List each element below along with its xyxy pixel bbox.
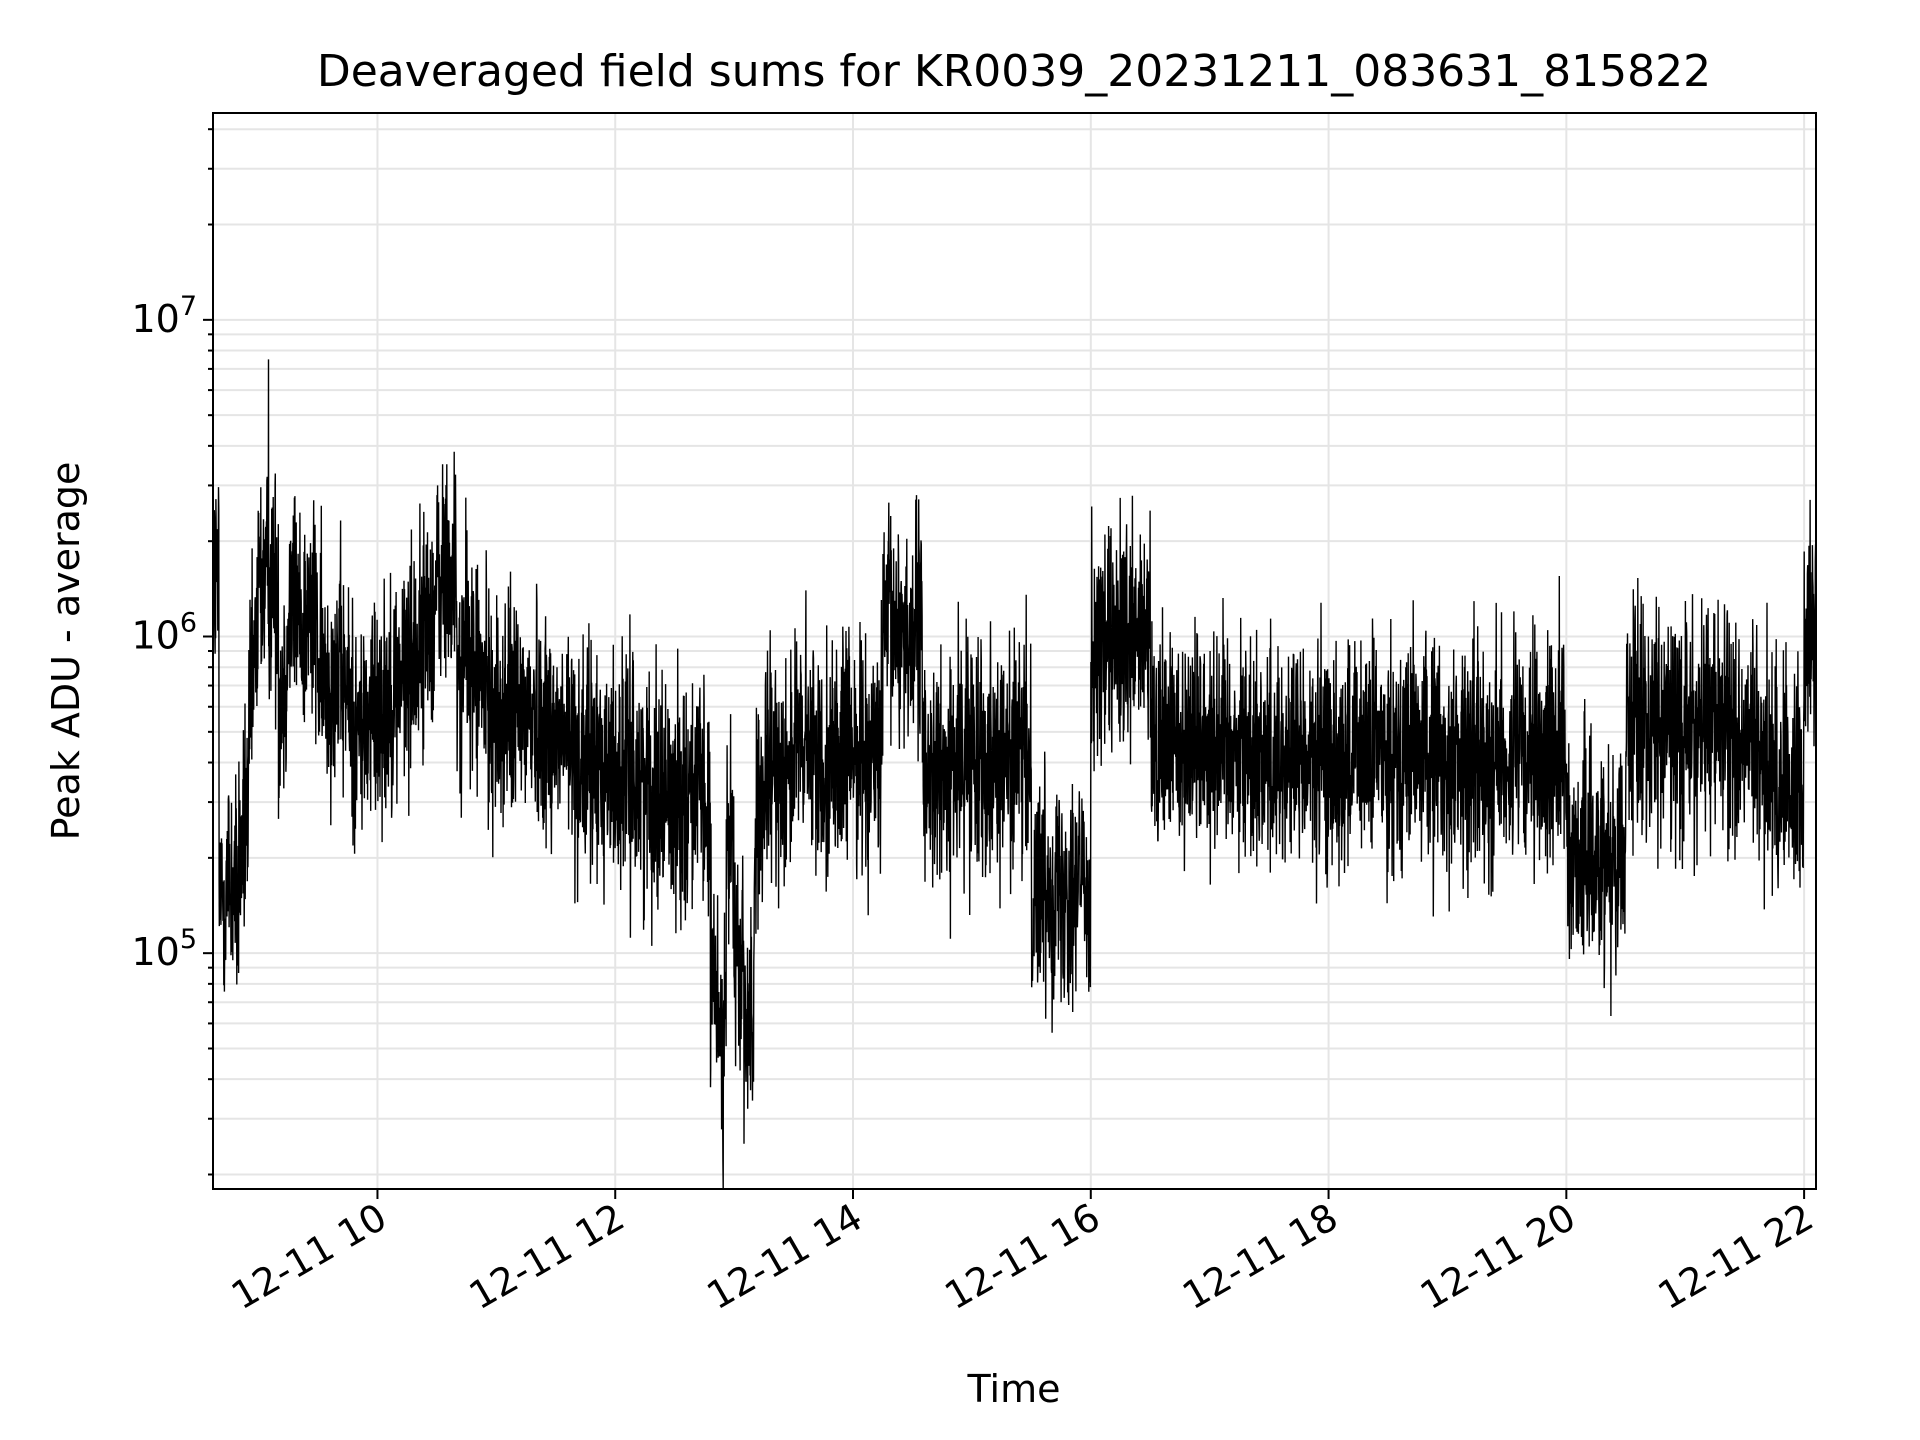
y-tick-base: 10 — [131, 930, 179, 974]
y-tick-label: 107 — [131, 291, 197, 341]
y-tick-base: 10 — [131, 297, 179, 341]
y-tick-exponent: 7 — [180, 291, 197, 322]
x-axis-label: Time — [967, 1367, 1061, 1411]
y-tick-label: 106 — [131, 608, 197, 658]
y-axis-label: Peak ADU - average — [44, 462, 88, 841]
chart-title: Deaveraged field sums for KR0039_2023121… — [317, 46, 1711, 97]
series-line — [212, 359, 1817, 1190]
y-tick-base: 10 — [131, 614, 179, 658]
y-tick-exponent: 6 — [180, 608, 197, 639]
y-tick-label: 105 — [131, 924, 197, 974]
series-path — [212, 359, 1817, 1190]
y-tick-exponent: 5 — [180, 924, 197, 955]
